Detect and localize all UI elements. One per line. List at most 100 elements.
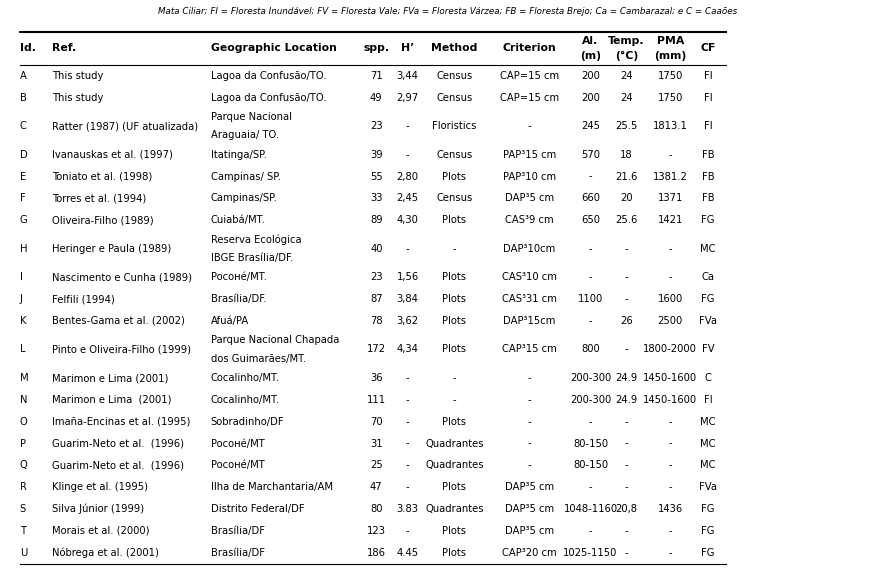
Text: -: - xyxy=(406,121,409,131)
Text: -: - xyxy=(625,417,628,426)
Text: 200: 200 xyxy=(581,93,600,103)
Text: FG: FG xyxy=(701,504,715,514)
Text: -: - xyxy=(625,482,628,492)
Text: I: I xyxy=(20,272,22,282)
Text: spp.: spp. xyxy=(363,43,390,53)
Text: Araguaia/ TO.: Araguaia/ TO. xyxy=(211,130,279,141)
Text: IBGE Brasília/DF.: IBGE Brasília/DF. xyxy=(211,253,293,263)
Text: 1048-1160: 1048-1160 xyxy=(564,504,617,514)
Text: Lagoa da Confusão/TO.: Lagoa da Confusão/TO. xyxy=(211,71,326,81)
Text: -: - xyxy=(406,373,409,383)
Text: DAP³5 cm: DAP³5 cm xyxy=(505,482,554,492)
Text: MC: MC xyxy=(700,417,716,426)
Text: 24.9: 24.9 xyxy=(616,395,637,405)
Text: 24.9: 24.9 xyxy=(616,373,637,383)
Text: Guarim-Neto et al.  (1996): Guarim-Neto et al. (1996) xyxy=(52,439,184,448)
Text: 2,45: 2,45 xyxy=(397,193,418,203)
Text: CAP=15 cm: CAP=15 cm xyxy=(500,71,559,81)
Text: Brasília/DF.: Brasília/DF. xyxy=(211,294,266,304)
Text: 39: 39 xyxy=(370,150,383,160)
Text: 1750: 1750 xyxy=(658,71,683,81)
Text: 1381.2: 1381.2 xyxy=(653,172,687,181)
Text: Al.: Al. xyxy=(582,36,599,46)
Text: F: F xyxy=(20,193,25,203)
Text: 24: 24 xyxy=(620,93,633,103)
Text: -: - xyxy=(625,244,628,254)
Text: FB: FB xyxy=(702,150,714,160)
Text: CAP=15 cm: CAP=15 cm xyxy=(500,93,559,103)
Text: 186: 186 xyxy=(366,548,386,558)
Text: Pocонé/MT.: Pocонé/MT. xyxy=(211,272,266,282)
Text: -: - xyxy=(589,417,592,426)
Text: E: E xyxy=(20,172,26,181)
Text: -: - xyxy=(589,482,592,492)
Text: -: - xyxy=(589,526,592,536)
Text: FB: FB xyxy=(702,193,714,203)
Text: PMA: PMA xyxy=(657,36,684,46)
Text: (mm): (mm) xyxy=(654,51,686,61)
Text: 89: 89 xyxy=(370,215,383,225)
Text: 570: 570 xyxy=(581,150,600,160)
Text: 660: 660 xyxy=(581,193,600,203)
Text: -: - xyxy=(452,373,456,383)
Text: FVa: FVa xyxy=(699,316,717,326)
Text: Ref.: Ref. xyxy=(52,43,76,53)
Text: Plots: Plots xyxy=(443,482,466,492)
Text: Marimon e Lima (2001): Marimon e Lima (2001) xyxy=(52,373,168,383)
Text: CF: CF xyxy=(700,43,716,53)
Text: Distrito Federal/DF: Distrito Federal/DF xyxy=(211,504,304,514)
Text: FVa: FVa xyxy=(699,482,717,492)
Text: Cuiabá/MT.: Cuiabá/MT. xyxy=(211,215,265,225)
Text: Reserva Ecológica: Reserva Ecológica xyxy=(211,234,301,245)
Text: -: - xyxy=(625,272,628,282)
Text: PAP³10 cm: PAP³10 cm xyxy=(503,172,556,181)
Text: Lagoa da Confusão/TO.: Lagoa da Confusão/TO. xyxy=(211,93,326,103)
Text: Plots: Plots xyxy=(443,272,466,282)
Text: Cocalinho/MT.: Cocalinho/MT. xyxy=(211,373,280,383)
Text: FI: FI xyxy=(703,395,712,405)
Text: Method: Method xyxy=(431,43,478,53)
Text: FG: FG xyxy=(701,215,715,225)
Text: 111: 111 xyxy=(366,395,386,405)
Text: 1800-2000: 1800-2000 xyxy=(643,344,697,355)
Text: -: - xyxy=(668,526,672,536)
Text: 2,97: 2,97 xyxy=(397,93,418,103)
Text: 800: 800 xyxy=(582,344,599,355)
Text: 245: 245 xyxy=(581,121,600,131)
Text: MC: MC xyxy=(700,460,716,470)
Text: -: - xyxy=(406,439,409,448)
Text: 200-300: 200-300 xyxy=(570,395,611,405)
Text: 47: 47 xyxy=(370,482,383,492)
Text: -: - xyxy=(406,395,409,405)
Text: Bentes-Gama et al. (2002): Bentes-Gama et al. (2002) xyxy=(52,316,185,326)
Text: L: L xyxy=(20,344,25,355)
Text: 20,8: 20,8 xyxy=(616,504,637,514)
Text: Guarim-Neto et al.  (1996): Guarim-Neto et al. (1996) xyxy=(52,460,184,470)
Text: Ilha de Marchantaria/AM: Ilha de Marchantaria/AM xyxy=(211,482,332,492)
Text: Ratter (1987) (UF atualizada): Ratter (1987) (UF atualizada) xyxy=(52,121,198,131)
Text: CAP³20 cm: CAP³20 cm xyxy=(503,548,556,558)
Text: Id.: Id. xyxy=(20,43,36,53)
Text: Q: Q xyxy=(20,460,28,470)
Text: Quadrantes: Quadrantes xyxy=(425,439,484,448)
Text: 26: 26 xyxy=(620,316,633,326)
Text: 4,30: 4,30 xyxy=(397,215,418,225)
Text: CAP³15 cm: CAP³15 cm xyxy=(502,344,557,355)
Text: Mata Ciliar; FI = Floresta Inundável; FV = Floresta Vale; FVa = Floresta Várzea;: Mata Ciliar; FI = Floresta Inundável; FV… xyxy=(159,7,737,16)
Text: FG: FG xyxy=(701,294,715,304)
Text: 21.6: 21.6 xyxy=(616,172,637,181)
Text: FI: FI xyxy=(703,71,712,81)
Text: 1436: 1436 xyxy=(658,504,683,514)
Text: -: - xyxy=(528,373,531,383)
Text: -: - xyxy=(625,344,628,355)
Text: -: - xyxy=(528,395,531,405)
Text: Campinas/ SP.: Campinas/ SP. xyxy=(211,172,280,181)
Text: 18: 18 xyxy=(620,150,633,160)
Text: -: - xyxy=(589,244,592,254)
Text: Brasília/DF: Brasília/DF xyxy=(211,548,264,558)
Text: 2,80: 2,80 xyxy=(397,172,418,181)
Text: 1025-1150: 1025-1150 xyxy=(564,548,617,558)
Text: Parque Nacional: Parque Nacional xyxy=(211,112,291,122)
Text: 23: 23 xyxy=(370,121,383,131)
Text: Marimon e Lima  (2001): Marimon e Lima (2001) xyxy=(52,395,171,405)
